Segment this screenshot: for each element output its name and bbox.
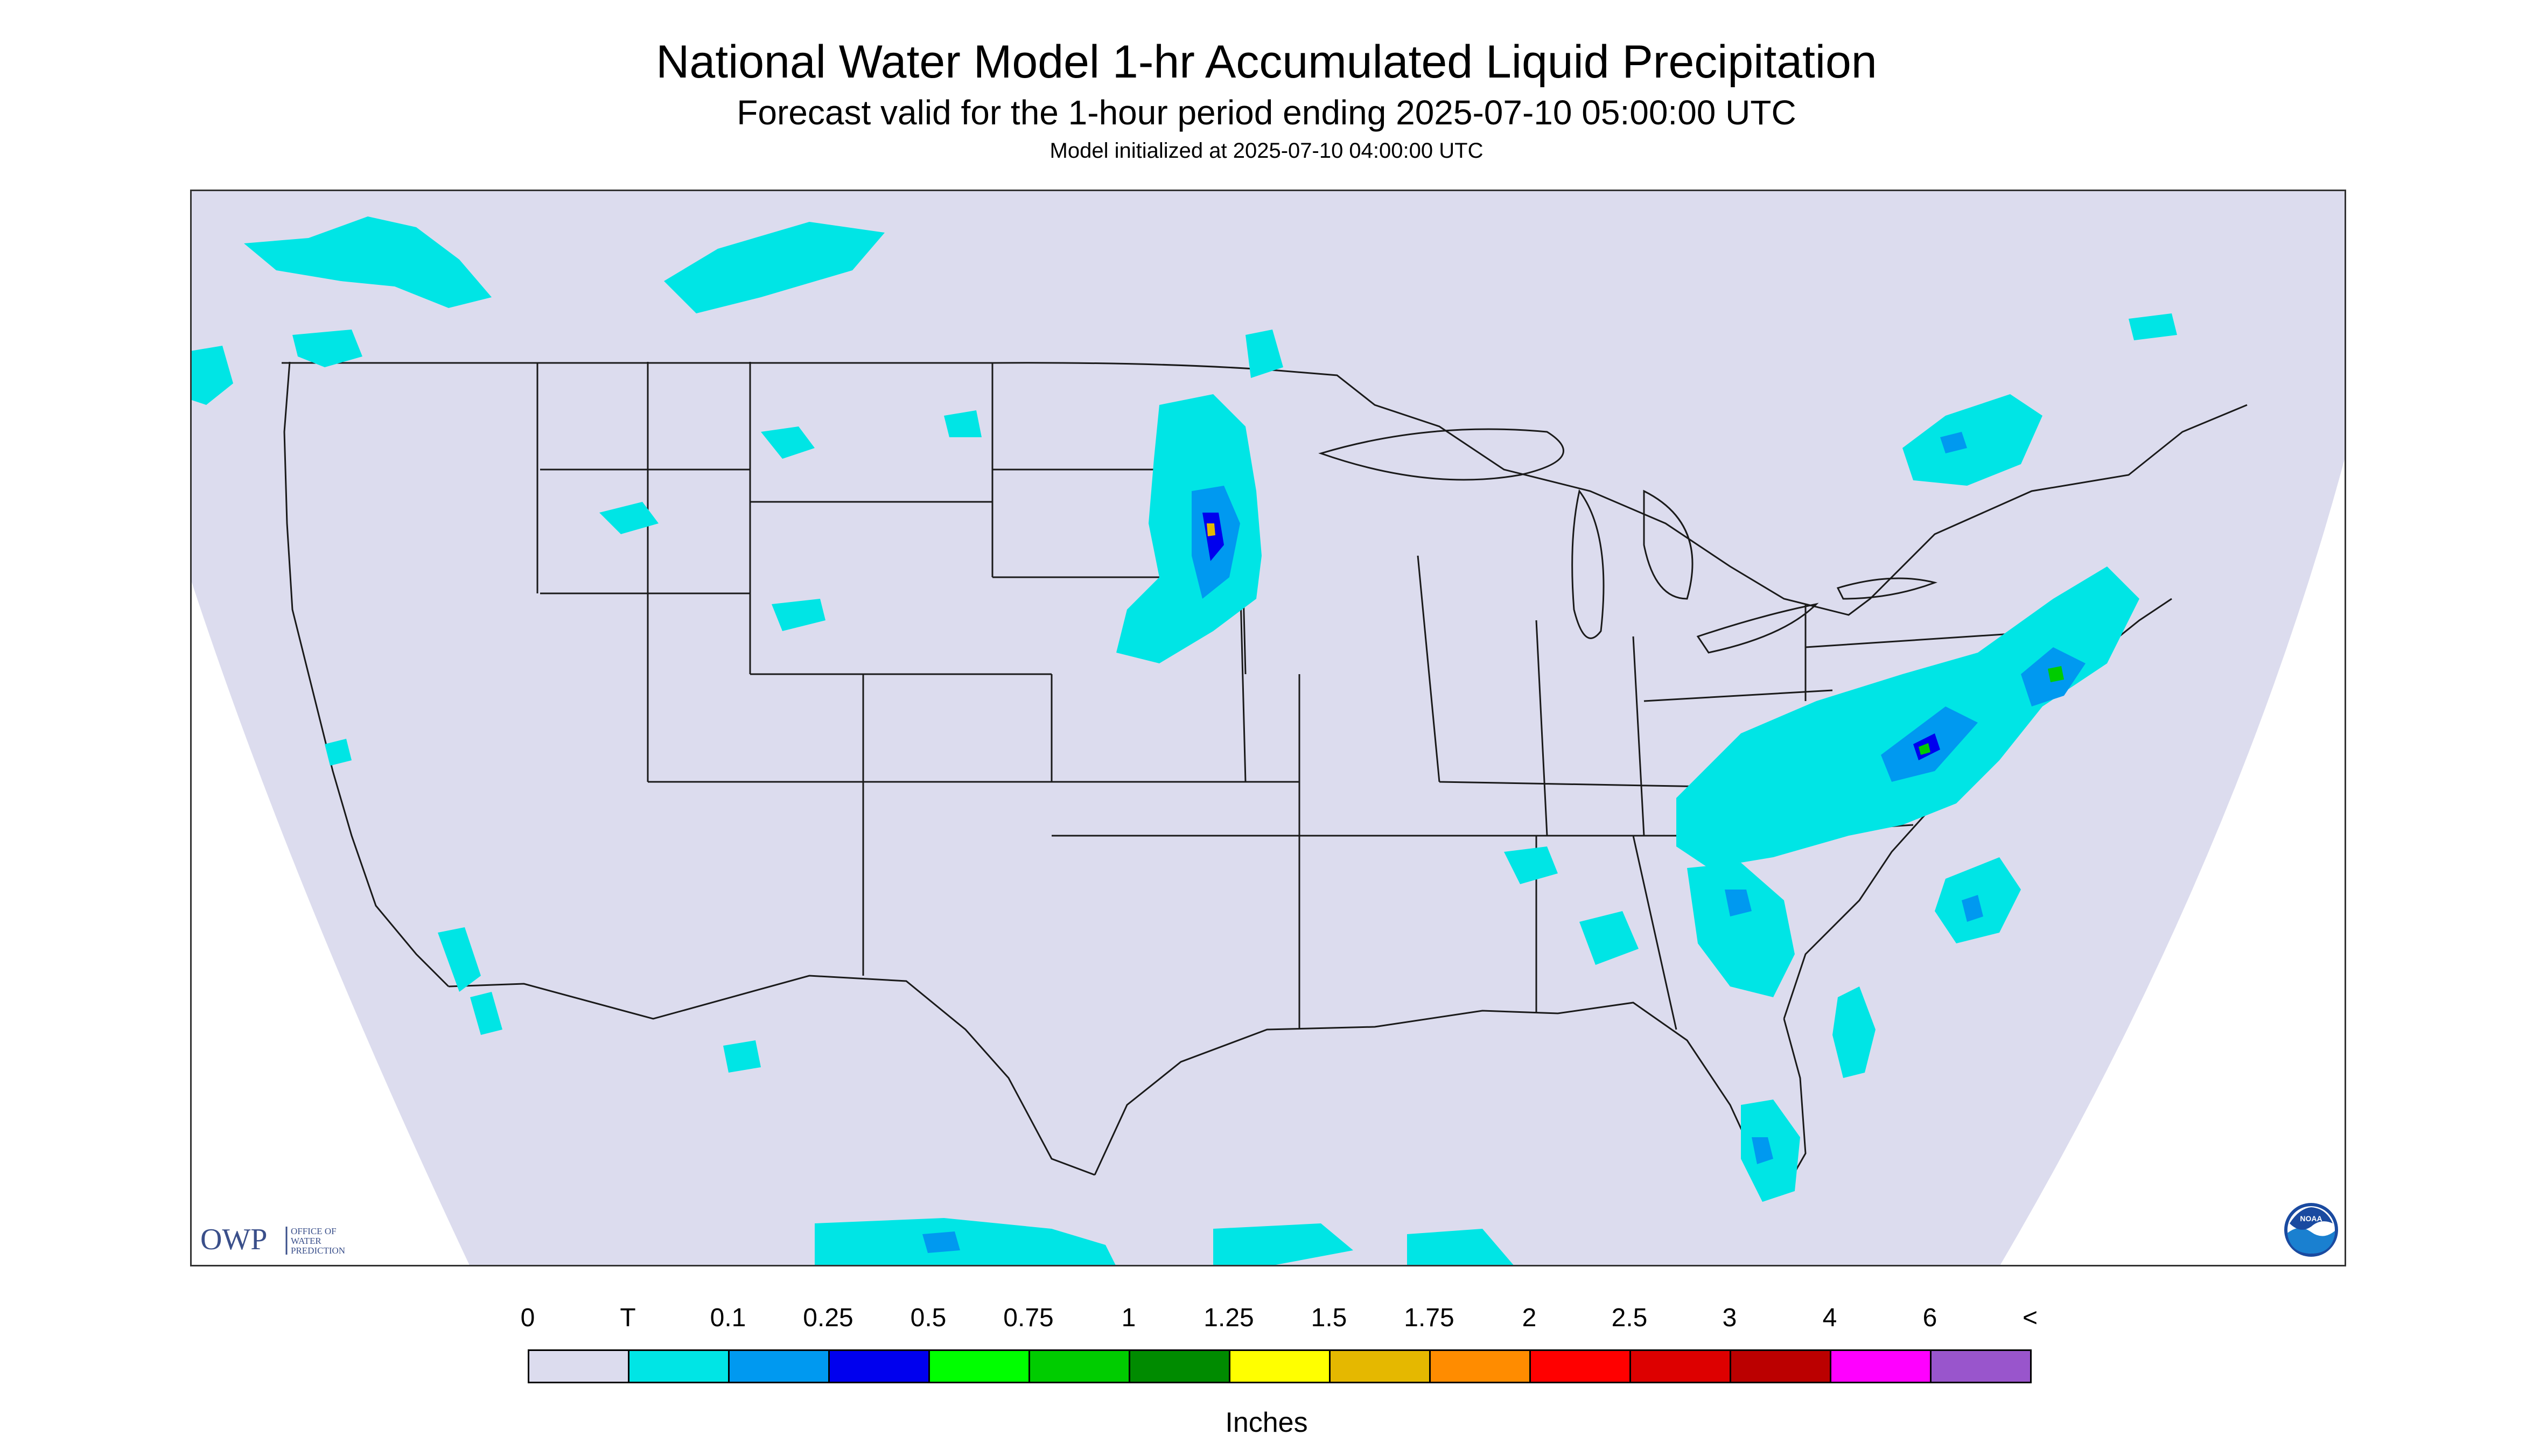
mexico-border bbox=[448, 975, 1095, 1176]
precip-quebec-east bbox=[2129, 313, 2177, 340]
precip-mexico-gulf bbox=[1407, 1229, 1515, 1266]
map-title: National Water Model 1-hr Accumulated Li… bbox=[656, 36, 1877, 88]
legend-color-12 bbox=[1731, 1351, 1831, 1382]
precip-dakota-peak bbox=[1207, 523, 1215, 536]
precip-montana-4 bbox=[772, 599, 825, 631]
precip-southeast bbox=[1687, 863, 1795, 997]
precipitation-map bbox=[190, 190, 2346, 1266]
precip-east-peak bbox=[1919, 743, 1930, 755]
map-frame bbox=[190, 190, 2346, 1266]
owp-logo: OWP OFFICE OF WATER PREDICTION bbox=[200, 1221, 378, 1259]
lake-erie bbox=[1696, 603, 1819, 654]
legend-color-0 bbox=[529, 1351, 629, 1382]
noaa-text: NOAA bbox=[2300, 1214, 2322, 1223]
legend-tick-1: T bbox=[620, 1304, 636, 1332]
precip-montana-1 bbox=[664, 222, 885, 313]
legend-tick-10: 2 bbox=[1522, 1304, 1537, 1332]
legend-tick-13: 4 bbox=[1822, 1304, 1837, 1332]
lake-superior bbox=[1318, 428, 1564, 481]
precip-alabama bbox=[1504, 846, 1558, 884]
lake-michigan bbox=[1571, 489, 1605, 639]
legend-tick-2: 0.1 bbox=[710, 1304, 746, 1332]
legend-color-1 bbox=[629, 1351, 730, 1382]
precip-pnw-2 bbox=[190, 346, 233, 405]
precip-minnesota-north bbox=[1245, 330, 1283, 378]
legend-tick-11: 2.5 bbox=[1611, 1304, 1648, 1332]
legend-tick-8: 1.5 bbox=[1311, 1304, 1347, 1332]
precip-dakota-small bbox=[944, 410, 982, 437]
legend-tick-0: 0 bbox=[520, 1304, 535, 1332]
precip-dakota-band bbox=[1116, 394, 1262, 663]
legend-tick-3: 0.25 bbox=[803, 1304, 853, 1332]
canada-us-border bbox=[282, 362, 2248, 616]
precip-mexico-core bbox=[922, 1231, 960, 1253]
legend-color-3 bbox=[830, 1351, 930, 1382]
precip-ne-peak bbox=[2048, 666, 2064, 682]
precip-pnw-1 bbox=[244, 216, 492, 308]
lake-huron bbox=[1643, 489, 1694, 600]
legend-color-7 bbox=[1230, 1351, 1331, 1382]
owp-letters: OWP bbox=[200, 1223, 267, 1256]
precip-mexico-south bbox=[815, 1218, 1116, 1266]
precip-montana-3 bbox=[599, 502, 659, 534]
legend-color-2 bbox=[730, 1351, 830, 1382]
precip-socal-1 bbox=[438, 927, 481, 992]
precip-mexico-east bbox=[1213, 1223, 1353, 1266]
precip-florida-core bbox=[1752, 1137, 1773, 1164]
legend-color-9 bbox=[1431, 1351, 1531, 1382]
legend-tick-5: 0.75 bbox=[1003, 1304, 1054, 1332]
precip-southeast-core bbox=[1725, 890, 1752, 916]
gulf-coast bbox=[1094, 1002, 1807, 1193]
precip-east-band bbox=[1676, 566, 2139, 868]
legend-tick-7: 1.25 bbox=[1203, 1304, 1254, 1332]
lake-ontario bbox=[1836, 577, 1938, 600]
legend-tick-15: < bbox=[2022, 1304, 2038, 1332]
owp-text-line-2: WATER bbox=[291, 1236, 321, 1246]
legend-tick-14: 6 bbox=[1922, 1304, 1937, 1332]
legend-tick-12: 3 bbox=[1722, 1304, 1737, 1332]
noaa-logo: NOAA bbox=[2283, 1202, 2339, 1258]
legend-color-8 bbox=[1331, 1351, 1431, 1382]
model-init-label: Model initialized at 2025-07-10 04:00:00… bbox=[1049, 139, 1484, 163]
legend-tick-4: 0.5 bbox=[910, 1304, 947, 1332]
precip-socal-2 bbox=[470, 992, 502, 1035]
legend-color-11 bbox=[1631, 1351, 1731, 1382]
precip-nv-ca bbox=[325, 739, 352, 766]
legend-color-10 bbox=[1531, 1351, 1631, 1382]
legend-color-6 bbox=[1130, 1351, 1230, 1382]
precip-georgia bbox=[1579, 911, 1639, 965]
legend-color-13 bbox=[1831, 1351, 1932, 1382]
owp-text-line-1: OFFICE OF bbox=[291, 1226, 337, 1236]
precip-baja bbox=[723, 1040, 761, 1073]
forecast-valid-subtitle: Forecast valid for the 1-hour period end… bbox=[737, 93, 1796, 132]
owp-text-line-3: PREDICTION bbox=[291, 1245, 345, 1256]
legend-units: Inches bbox=[1225, 1407, 1308, 1438]
precip-quebec-core bbox=[1940, 432, 1967, 453]
legend-color-5 bbox=[1030, 1351, 1130, 1382]
legend-tick-6: 1 bbox=[1121, 1304, 1136, 1332]
precip-atlantic-core bbox=[1962, 895, 1983, 922]
legend-color-4 bbox=[930, 1351, 1030, 1382]
legend-color-14 bbox=[1932, 1351, 2030, 1382]
legend-tick-9: 1.75 bbox=[1404, 1304, 1454, 1332]
precip-montana-2 bbox=[761, 426, 815, 459]
precip-pnw-3 bbox=[292, 330, 362, 367]
precip-quebec bbox=[1902, 394, 2042, 486]
precip-fl-offshore bbox=[1832, 986, 1876, 1078]
precipitation-areas bbox=[190, 216, 2177, 1266]
legend-colorbar bbox=[528, 1349, 2032, 1383]
pacific-coast bbox=[283, 361, 450, 988]
